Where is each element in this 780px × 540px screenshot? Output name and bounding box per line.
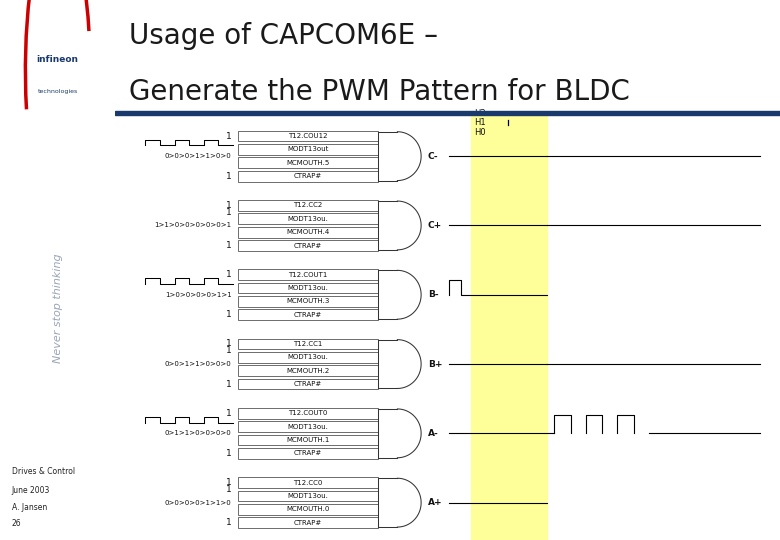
FancyBboxPatch shape (239, 339, 378, 349)
Text: June 2003: June 2003 (12, 486, 50, 495)
Text: 1: 1 (226, 485, 232, 494)
Text: T12.CC1: T12.CC1 (293, 341, 323, 347)
Text: MODT13ou.: MODT13ou. (288, 493, 328, 499)
Text: 1: 1 (226, 310, 232, 319)
Text: 0>1>1>0>0>0>0: 0>1>1>0>0>0>0 (165, 430, 232, 436)
Text: 1: 1 (226, 201, 232, 210)
Text: 1: 1 (226, 380, 232, 389)
Text: infineon: infineon (37, 55, 79, 64)
Text: MCMOUTH.2: MCMOUTH.2 (286, 368, 330, 374)
Text: MCMOUTH.3: MCMOUTH.3 (286, 299, 330, 305)
Text: CTRAP#: CTRAP# (294, 519, 322, 526)
Text: 1: 1 (226, 478, 232, 487)
FancyBboxPatch shape (239, 283, 378, 293)
Text: MCMOUTH.5: MCMOUTH.5 (286, 160, 330, 166)
Text: 0>0>1>1>0>0>0: 0>0>1>1>0>0>0 (165, 361, 232, 367)
Text: CTRAP#: CTRAP# (294, 173, 322, 179)
Text: CTRAP#: CTRAP# (294, 450, 322, 456)
Text: MODT13ou.: MODT13ou. (288, 285, 328, 291)
Text: technologies: technologies (37, 89, 78, 94)
FancyBboxPatch shape (239, 448, 378, 459)
Text: 1: 1 (226, 518, 232, 527)
FancyBboxPatch shape (239, 158, 378, 168)
FancyBboxPatch shape (239, 200, 378, 211)
Text: CTRAP#: CTRAP# (294, 381, 322, 387)
FancyBboxPatch shape (239, 213, 378, 224)
Text: Drives & Control: Drives & Control (12, 467, 75, 476)
Text: A-: A- (427, 429, 438, 438)
Text: Never stop thinking: Never stop thinking (53, 253, 62, 363)
Text: MODT13ou.: MODT13ou. (288, 216, 328, 222)
Text: T12.COUT0: T12.COUT0 (289, 410, 328, 416)
Text: 0>0>0>0>1>1>0: 0>0>0>0>1>1>0 (165, 500, 232, 505)
Text: T12.CC2: T12.CC2 (293, 202, 323, 208)
Text: MODT13ou.: MODT13ou. (288, 424, 328, 430)
Text: A+: A+ (427, 498, 442, 507)
Text: T12.COUT1: T12.COUT1 (289, 272, 328, 278)
FancyBboxPatch shape (239, 408, 378, 418)
FancyBboxPatch shape (239, 144, 378, 155)
Text: B-: B- (427, 291, 438, 299)
Circle shape (23, 0, 92, 232)
Text: H2: H2 (474, 109, 486, 118)
Text: 1>1>0>0>0>0>0>1: 1>1>0>0>0>0>0>1 (154, 222, 232, 228)
FancyBboxPatch shape (239, 227, 378, 238)
Text: H1: H1 (474, 118, 486, 127)
FancyBboxPatch shape (239, 379, 378, 389)
FancyBboxPatch shape (239, 477, 378, 488)
FancyBboxPatch shape (239, 421, 378, 432)
FancyBboxPatch shape (239, 240, 378, 251)
FancyBboxPatch shape (239, 517, 378, 528)
FancyBboxPatch shape (239, 131, 378, 141)
Text: 1: 1 (226, 270, 232, 279)
FancyBboxPatch shape (239, 366, 378, 376)
Text: 1: 1 (226, 340, 232, 348)
Text: C+: C+ (427, 221, 442, 230)
FancyBboxPatch shape (239, 504, 378, 515)
FancyBboxPatch shape (239, 491, 378, 501)
FancyBboxPatch shape (239, 352, 378, 363)
FancyBboxPatch shape (239, 435, 378, 446)
Text: CTRAP#: CTRAP# (294, 242, 322, 248)
FancyBboxPatch shape (239, 309, 378, 320)
Text: T12.CC0: T12.CC0 (293, 480, 323, 485)
Text: T12.COU12: T12.COU12 (289, 133, 328, 139)
Text: 1: 1 (226, 409, 232, 418)
Text: MODT13out: MODT13out (288, 146, 329, 152)
Text: A. Jansen: A. Jansen (12, 503, 47, 512)
Text: 1: 1 (226, 346, 232, 355)
Text: 26: 26 (12, 519, 21, 529)
Text: 1: 1 (226, 241, 232, 250)
Text: MCMOUTH.4: MCMOUTH.4 (286, 229, 330, 235)
Text: B+: B+ (427, 360, 442, 368)
Text: MODT13ou.: MODT13ou. (288, 354, 328, 360)
Bar (115, 111, 780, 115)
Text: 1: 1 (226, 172, 232, 181)
Text: Usage of CAPCOM​6E –: Usage of CAPCOM​6E – (129, 22, 438, 50)
Text: Generate the PWM Pattern for BLDC: Generate the PWM Pattern for BLDC (129, 78, 629, 106)
FancyBboxPatch shape (239, 171, 378, 181)
Text: H0: H0 (474, 128, 486, 137)
Text: 1: 1 (226, 207, 232, 217)
FancyBboxPatch shape (239, 269, 378, 280)
Text: 1: 1 (226, 449, 232, 458)
Bar (471, 115, 548, 540)
Text: MCMOUTH.0: MCMOUTH.0 (286, 507, 330, 512)
Text: 1>0>0>0>0>1>1: 1>0>0>0>0>1>1 (165, 292, 232, 298)
FancyBboxPatch shape (239, 296, 378, 307)
Text: MCMOUTH.1: MCMOUTH.1 (286, 437, 330, 443)
Text: 0>0>0>1>1>0>0: 0>0>0>1>1>0>0 (165, 153, 232, 159)
Text: CTRAP#: CTRAP# (294, 312, 322, 318)
Text: 1: 1 (226, 132, 232, 140)
Text: C-: C- (427, 152, 438, 160)
